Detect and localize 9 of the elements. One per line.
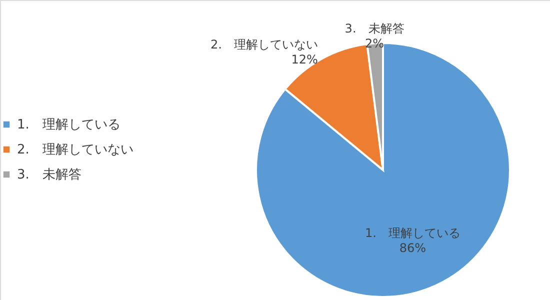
slice-label: 2. 理解していない <box>210 38 318 52</box>
data-label: 2% <box>365 36 384 50</box>
slice-label: 3. 未解答 <box>344 21 404 36</box>
data-label: 12% <box>291 52 318 67</box>
slice-label: 1. 理解している <box>365 226 460 240</box>
data-label: 86% <box>399 241 426 256</box>
legend-label: 2. 理解していない <box>17 142 134 158</box>
legend-label: 3. 未解答 <box>17 168 82 182</box>
legend-label: 1. 理解している <box>17 118 120 132</box>
